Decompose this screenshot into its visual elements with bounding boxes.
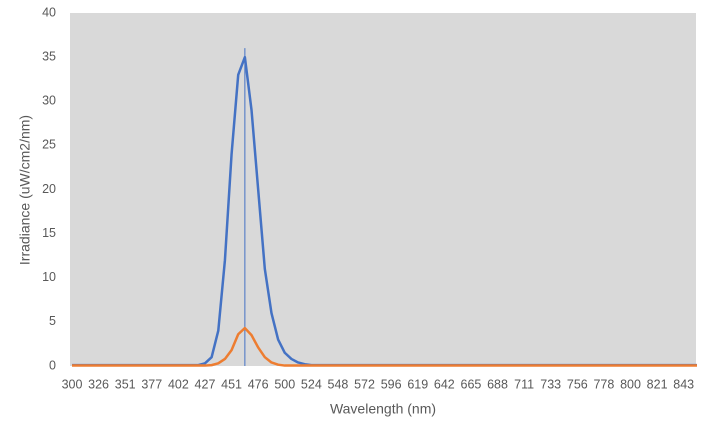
x-tick-label: 476 <box>248 377 269 391</box>
y-tick-label: 30 <box>42 94 56 108</box>
x-tick-label: 451 <box>221 377 242 391</box>
series-line <box>72 326 697 367</box>
x-tick-label: 500 <box>274 377 295 391</box>
x-tick-label: 778 <box>593 377 614 391</box>
x-tick-label: 711 <box>514 377 534 391</box>
x-tick-label: 756 <box>567 377 588 391</box>
y-tick-label: 40 <box>42 5 56 19</box>
y-tick-label: 5 <box>49 314 56 328</box>
x-tick-label: 548 <box>328 377 349 391</box>
x-tick-label: 572 <box>354 377 375 391</box>
x-tick-label: 524 <box>301 377 322 391</box>
y-tick-label: 35 <box>42 49 56 63</box>
y-tick-label: 20 <box>42 182 56 196</box>
x-tick-label: 619 <box>407 377 428 391</box>
x-tick-label: 351 <box>115 377 136 391</box>
y-tick-label: 15 <box>42 226 56 240</box>
plot-area <box>70 13 696 366</box>
x-tick-label: 733 <box>540 377 561 391</box>
x-tick-label: 800 <box>620 377 641 391</box>
x-tick-label: 843 <box>673 377 694 391</box>
x-tick-label: 688 <box>487 377 508 391</box>
x-tick-label: 596 <box>381 377 402 391</box>
y-tick-label: 10 <box>42 270 56 284</box>
x-tick-label: 326 <box>88 377 109 391</box>
x-tick-label: 821 <box>647 377 668 391</box>
y-axis-label: Irradiance (uW/cm2/nm) <box>17 115 33 265</box>
x-tick-label: 402 <box>168 377 189 391</box>
y-tick-label: 0 <box>49 358 56 372</box>
x-tick-label: 665 <box>461 377 482 391</box>
x-tick-label: 300 <box>62 377 83 391</box>
x-axis-label: Wavelength (nm) <box>330 401 436 417</box>
y-tick-label: 25 <box>42 138 56 152</box>
x-tick-label: 377 <box>141 377 162 391</box>
x-tick-label: 642 <box>434 377 455 391</box>
x-tick-label: 427 <box>195 377 216 391</box>
